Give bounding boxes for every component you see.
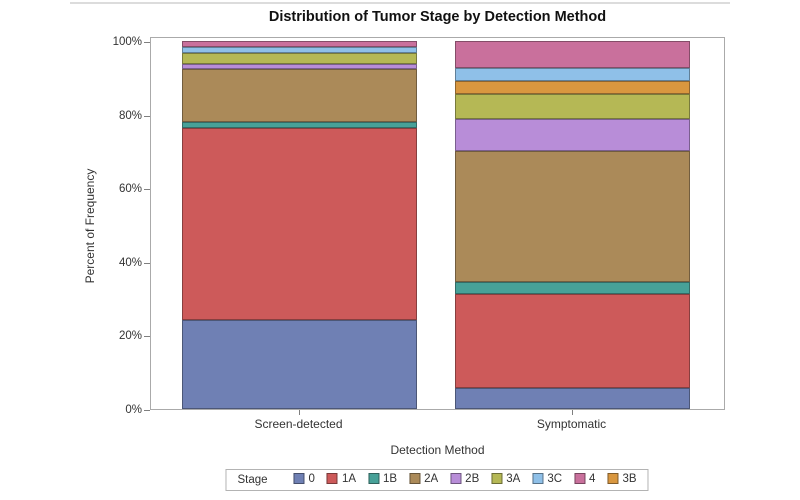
x-category-label: Screen-detected — [254, 417, 343, 431]
bar-segment-stage-2A — [182, 69, 417, 122]
x-category-label: Symptomatic — [536, 417, 607, 431]
bar-screen-detected — [182, 41, 417, 409]
bar-segment-stage-0 — [455, 388, 690, 409]
legend-item-stage-0: 0 — [293, 472, 315, 485]
legend-item-label: 2A — [424, 472, 439, 485]
legend-swatch-icon — [293, 473, 305, 484]
bar-segment-stage-1A — [182, 128, 417, 320]
bar-segment-stage-4 — [182, 41, 417, 47]
legend-swatch-icon — [450, 473, 462, 484]
legend-swatch-icon — [491, 473, 503, 484]
chart-title: Distribution of Tumor Stage by Detection… — [268, 9, 607, 25]
bar-segment-stage-3A — [455, 94, 690, 120]
y-tick-label: 20% — [118, 330, 142, 343]
legend-item-stage-3B: 3B — [607, 472, 637, 485]
legend-item-label: 4 — [589, 472, 596, 485]
legend-item-stage-3C: 3C — [532, 473, 562, 485]
legend-swatch-icon — [574, 473, 586, 484]
plot-area — [150, 37, 725, 410]
x-axis-title: Detection Method — [390, 443, 485, 457]
legend-item-stage-1B: 1B — [368, 473, 397, 485]
legend-item-stage-2B: 2B — [450, 473, 479, 485]
bar-segment-stage-3B — [455, 81, 690, 95]
legend-item-stage-4: 4 — [574, 473, 595, 485]
bar-segment-stage-2B — [455, 119, 690, 152]
y-tick-mark — [144, 410, 150, 411]
legend: Stage 0 1A 1B 2A 2B 3A 3C 4 3B — [225, 469, 649, 491]
legend-title: Stage — [237, 474, 268, 486]
legend-swatch-icon — [532, 473, 544, 484]
y-tick-mark — [144, 42, 150, 43]
bar-symptomatic — [455, 41, 690, 409]
legend-item-stage-2A: 2A — [409, 473, 438, 485]
legend-item-label: 3C — [547, 472, 563, 485]
y-tick-mark — [144, 336, 150, 338]
y-tick-label: 80% — [118, 109, 142, 122]
bar-segment-stage-2B — [182, 63, 417, 69]
legend-swatch-icon — [368, 473, 380, 484]
bar-segment-stage-1B — [182, 121, 417, 129]
legend-item-label: 3A — [506, 472, 521, 485]
legend-swatch-icon — [607, 473, 619, 484]
legend-item-stage-3A: 3A — [491, 473, 520, 485]
legend-item-label: 1B — [383, 472, 398, 485]
bar-segment-stage-4 — [455, 41, 690, 69]
legend-item-label: 3B — [622, 472, 637, 485]
legend-item-label: 0 — [308, 472, 315, 485]
bar-segment-stage-2A — [455, 151, 690, 283]
legend-item-stage-1A: 1A — [326, 472, 357, 485]
legend-swatch-icon — [409, 473, 421, 484]
y-tick-label: 60% — [118, 183, 142, 196]
y-tick-mark — [144, 262, 150, 264]
bar-segment-stage-0 — [182, 319, 417, 409]
legend-items: 0 1A 1B 2A 2B 3A 3C 4 3B — [293, 471, 637, 489]
y-tick-label: 0% — [125, 404, 142, 416]
legend-item-label: 1A — [341, 472, 357, 485]
image-top-border — [70, 2, 730, 4]
bar-segment-stage-3C — [455, 68, 690, 82]
legend-item-label: 2B — [465, 472, 480, 485]
y-tick-mark — [144, 189, 150, 191]
bar-segment-stage-1B — [455, 282, 690, 294]
legend-swatch-icon — [326, 473, 338, 484]
y-tick-mark — [144, 115, 150, 117]
y-tick-label: 40% — [118, 256, 142, 269]
x-tick-mark — [298, 410, 300, 415]
bar-segment-stage-1A — [455, 293, 690, 389]
bar-segment-stage-3C — [182, 46, 417, 54]
y-tick-label: 100% — [112, 36, 142, 48]
x-tick-mark — [571, 410, 573, 415]
bar-segment-stage-3A — [182, 53, 417, 64]
